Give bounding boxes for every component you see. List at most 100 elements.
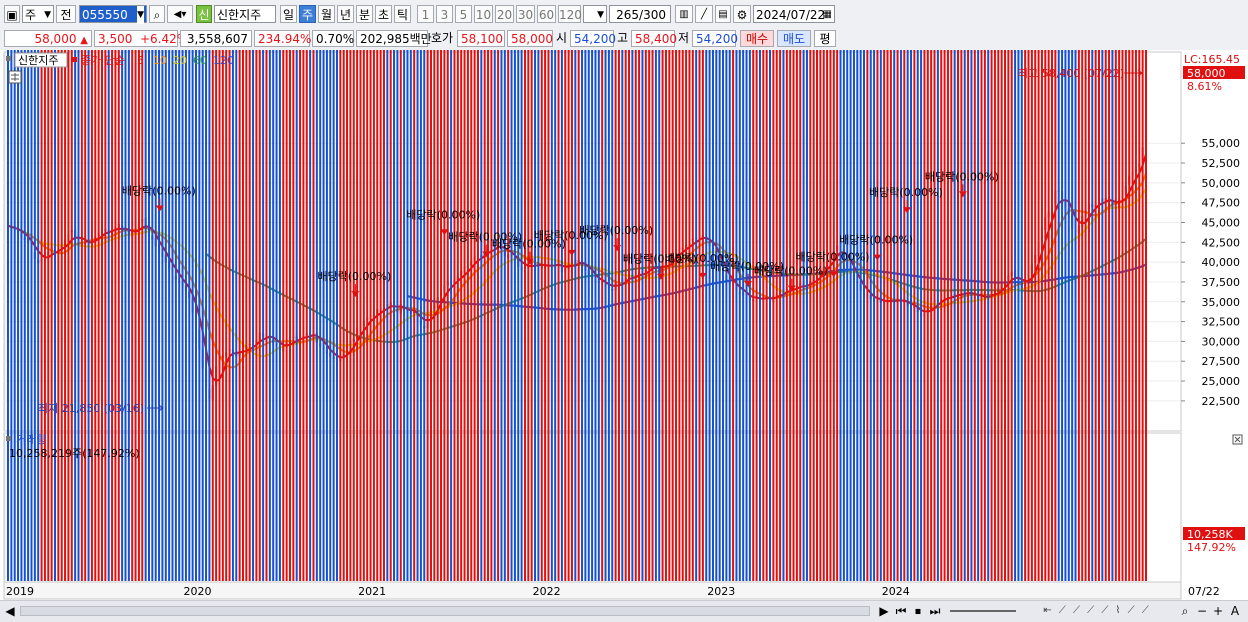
volume-bar — [507, 0, 510, 581]
volume-bar — [523, 0, 526, 581]
dividend-arrow-icon — [567, 249, 576, 256]
volume-bars — [6, 0, 1148, 582]
dividend-label: 배당락(0.00%) — [710, 260, 784, 273]
evaluate-button[interactable]: 평 — [814, 30, 836, 47]
volume-tag-text: 10,258K — [1187, 528, 1233, 541]
interval-button-60[interactable]: 60 — [537, 5, 556, 23]
auto-scale-icon[interactable]: A — [1228, 603, 1242, 619]
zoom-out-icon[interactable]: − — [1196, 603, 1208, 619]
volume-bar — [480, 0, 483, 581]
volume-bar — [1084, 0, 1087, 581]
volume-bar — [500, 0, 503, 581]
volume-bar — [84, 0, 87, 581]
tab-period-minute[interactable]: 분 — [356, 5, 373, 23]
volume-bar — [339, 0, 342, 581]
volume-bar — [802, 0, 805, 581]
market-select[interactable]: 주 ▼ — [22, 5, 54, 23]
tab-period-second[interactable]: 초 — [375, 5, 392, 23]
legend-ma-5: 5 — [137, 54, 144, 67]
interval-button-3[interactable]: 3 — [436, 5, 453, 23]
volume-bar — [252, 0, 255, 581]
volume-bar — [967, 0, 970, 581]
last-icon[interactable]: ⏭ — [927, 603, 943, 619]
volume-bar — [436, 0, 439, 581]
save-icon[interactable]: ▤ — [715, 5, 731, 23]
volume-bar — [117, 0, 120, 581]
volume-bar — [930, 0, 933, 581]
draw-line-icon[interactable]: ╱ — [695, 5, 713, 23]
volume-bar — [970, 0, 973, 581]
volume-bar — [597, 0, 600, 581]
interval-button-120[interactable]: 120 — [558, 5, 582, 23]
interval-button-5[interactable]: 5 — [455, 5, 472, 23]
interval-button-20[interactable]: 20 — [495, 5, 514, 23]
dividend-label: 배당락(0.00%) — [122, 185, 196, 198]
volume-bar — [356, 0, 359, 581]
tab-period-month[interactable]: 월 — [318, 5, 335, 23]
volume-bar — [278, 0, 281, 581]
interval-select[interactable]: ▼ — [583, 5, 607, 23]
volume-bar — [10, 0, 13, 581]
date-input[interactable]: 2024/07/22 ▦ — [753, 5, 835, 23]
time-axis: 2019 2020 2021 2022 2023 2024 07/22 — [6, 585, 1220, 598]
volume-bar — [688, 0, 691, 581]
interval-button-10[interactable]: 10 — [474, 5, 493, 23]
sell-button[interactable]: 매도 — [777, 30, 811, 47]
chevron-down-icon: ▼ — [597, 10, 604, 20]
volume-bar — [248, 0, 251, 581]
candle-icon[interactable]: ▥ — [675, 5, 693, 23]
volume-bar — [842, 0, 845, 581]
volume-bar — [594, 0, 597, 581]
volume-bar — [1108, 0, 1111, 581]
dividend-arrow-icon — [873, 254, 882, 261]
bid-value: 58,000 — [507, 30, 553, 47]
volume-bar — [785, 0, 788, 581]
volume-bar — [973, 0, 976, 581]
gear-icon[interactable]: ⚙ — [733, 5, 751, 23]
scroll-left-icon[interactable]: ◀ — [5, 604, 15, 618]
stock-code-input[interactable]: 055550 ▼ — [79, 5, 147, 24]
chart-area[interactable]: 배당락(0.00%) 배당락(0.00%) 배당락(0.00%) 배당락(0.00%)… — [0, 0, 1248, 600]
volume-bar — [107, 0, 110, 581]
volume-bar — [413, 0, 416, 581]
volume-bar — [654, 0, 657, 581]
play-icon[interactable]: ▶ — [876, 603, 892, 619]
stop-icon[interactable]: ⏹ — [910, 603, 926, 619]
volume-bar — [920, 0, 923, 581]
volume-bar — [769, 0, 772, 581]
zoom-slider[interactable] — [950, 610, 1016, 612]
buy-button[interactable]: 매수 — [740, 30, 774, 47]
volume-bar — [675, 0, 678, 581]
magnifier-icon[interactable]: ⌕ — [1181, 604, 1189, 618]
interval-button-1[interactable]: 1 — [417, 5, 434, 23]
count-field[interactable]: 265/300 — [609, 5, 671, 23]
volume-bar — [876, 0, 879, 581]
price-volume-chart[interactable]: 배당락(0.00%)배당락(0.00%)배당락(0.00%)배당락(0.00%)… — [0, 0, 1248, 600]
price-tick-label: 22,500 — [1202, 395, 1241, 408]
first-icon[interactable]: ⏮ — [893, 603, 909, 619]
drawing-tools-icon[interactable]: ⇤ ⟋ ⟋ ⟋ ⟋ ⌇ ⟋ ⟋ — [1043, 605, 1151, 616]
search-icon[interactable]: ⌕ — [149, 5, 165, 23]
interval-button-30[interactable]: 30 — [516, 5, 535, 23]
horizontal-scrollbar[interactable] — [20, 606, 870, 616]
zoom-in-icon[interactable]: + — [1212, 603, 1224, 619]
volume-bar — [570, 0, 573, 581]
volume-bar — [426, 0, 429, 581]
volume-bar — [382, 0, 385, 581]
speaker-icon[interactable]: ◀▾ — [167, 5, 193, 23]
count-total: /300 — [639, 8, 666, 22]
volume-bar — [1111, 0, 1114, 581]
volume-bar — [866, 0, 869, 581]
volume-bar — [846, 0, 849, 581]
window-menu-icon[interactable]: ▣ — [4, 5, 20, 23]
volume-bar — [1034, 0, 1037, 581]
change-box: 3,500 +6.42% — [94, 30, 188, 47]
tab-period-day[interactable]: 일 — [280, 5, 297, 23]
tab-period-week[interactable]: 주 — [299, 5, 316, 23]
volume-bar — [708, 0, 711, 581]
tab-period-year[interactable]: 년 — [337, 5, 354, 23]
tab-period-tick[interactable]: 틱 — [394, 5, 411, 23]
prev-button[interactable]: 전 — [56, 5, 76, 23]
volume-bar — [1141, 0, 1144, 581]
volume-bar — [349, 0, 352, 581]
